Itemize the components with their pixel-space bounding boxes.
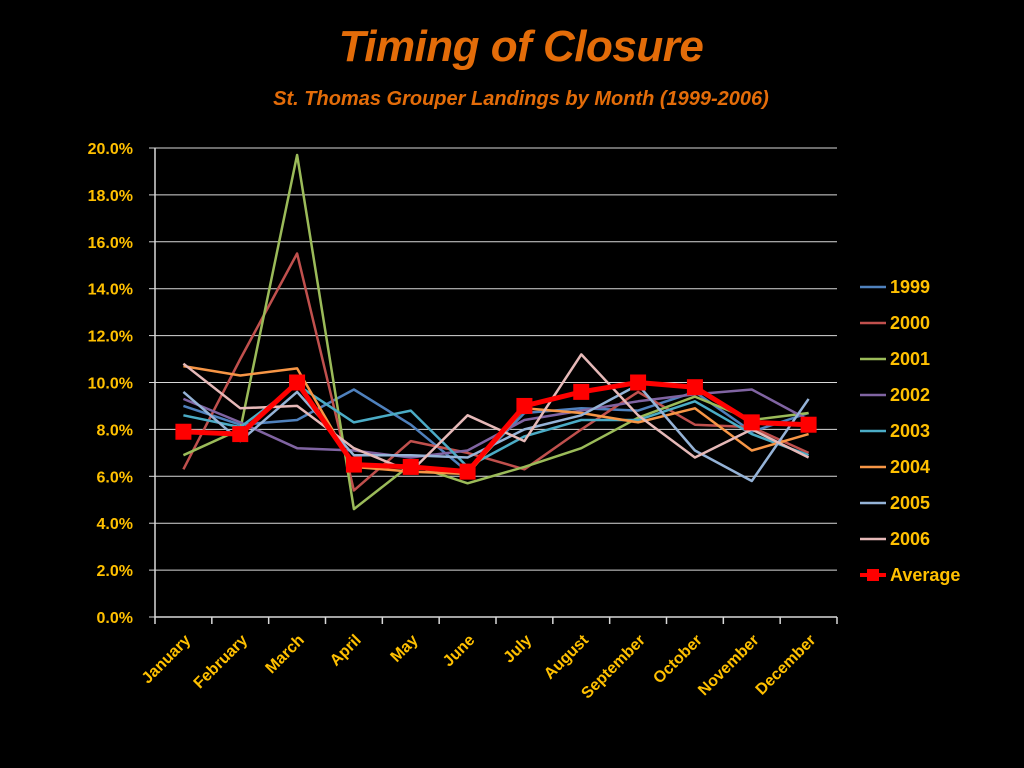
series-line-2000 [182,252,810,492]
y-tick-label: 20.0% [88,141,133,158]
data-point-average [630,374,647,391]
legend-marker [867,569,879,581]
x-tick-label: March [263,632,308,677]
y-tick-label: 14.0% [88,282,133,299]
legend-item: 2000 [860,313,930,333]
x-tick-label: February [191,632,252,693]
gridlines [155,147,837,571]
legend-item: 1999 [860,277,930,297]
legend-item: 2003 [860,421,930,441]
y-tick-label: 0.0% [97,610,133,627]
legend-label: Average [890,565,960,585]
legend-item: 2006 [860,529,930,549]
data-point-average [175,423,192,440]
legend-item: 2001 [860,349,930,369]
x-tick-label: November [695,632,762,699]
legend-label: 2005 [890,493,930,513]
data-point-average [289,374,306,391]
legend-label: 2003 [890,421,930,441]
y-tick-label: 4.0% [97,516,133,533]
data-point-average [345,456,362,473]
data-point-average [459,463,476,480]
chart-subtitle: St. Thomas Grouper Landings by Month (19… [273,88,769,110]
y-tick-label: 6.0% [97,469,133,486]
legend-item: 2004 [860,457,930,477]
y-tick-label: 12.0% [88,329,133,346]
y-tick-label: 10.0% [88,376,133,393]
data-point-average [516,397,533,414]
data-point-average [800,416,817,433]
x-tick-label: August [541,631,592,682]
legend-label: 1999 [890,277,930,297]
y-tick-label: 2.0% [97,563,133,580]
x-tick-label: June [440,632,478,670]
x-tick-label: October [650,632,705,687]
data-point-average [743,414,760,431]
series-line-2006 [182,353,810,473]
data-point-average [573,383,590,400]
data-point-average [232,426,249,443]
x-tick-label: April [327,632,365,670]
legend-label: 2002 [890,385,930,405]
data-point-average [402,458,419,475]
series-line-2001 [182,153,809,511]
x-tick-label: May [388,632,422,666]
legend-item: 2005 [860,493,930,513]
x-tick-label: December [753,632,820,699]
series-line-average [183,380,809,475]
x-tick-label: January [139,632,194,687]
y-tick-label: 8.0% [97,422,133,439]
data-point-average [686,379,703,396]
legend-label: 2004 [890,457,930,477]
x-tick-label: July [501,632,536,667]
legend-label: 2000 [890,313,930,333]
series-lines [175,153,817,511]
legend: 1999 2000 2001 2002 2003 2004 2005 2006 Average [860,277,960,585]
legend-item: Average [860,565,960,585]
legend-label: 2001 [890,349,930,369]
y-tick-label: 16.0% [88,235,133,252]
series-line-2005 [182,383,810,483]
legend-label: 2006 [890,529,930,549]
chart-title: Timing of Closure [338,22,704,71]
y-tick-label: 18.0% [88,188,133,205]
legend-item: 2002 [860,385,930,405]
